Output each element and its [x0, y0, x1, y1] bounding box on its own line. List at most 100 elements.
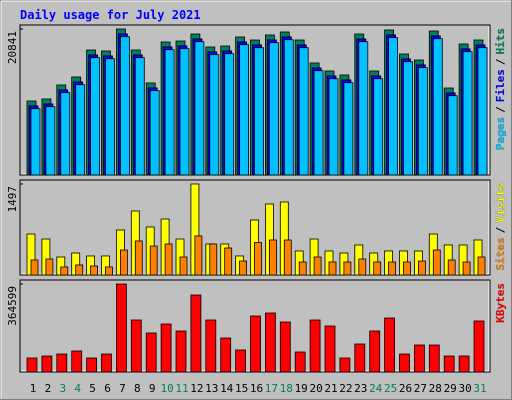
bar — [313, 256, 322, 276]
x-tick-label: 14 — [220, 382, 234, 395]
bar — [120, 249, 128, 276]
bar — [41, 355, 53, 373]
bar — [447, 95, 458, 176]
x-tick-label: 5 — [89, 382, 96, 395]
bar — [160, 323, 172, 373]
bar — [309, 319, 321, 373]
x-tick-label: 4 — [74, 382, 81, 395]
bar — [254, 242, 262, 276]
x-tick-label: 17 — [265, 382, 278, 395]
bar — [373, 261, 382, 276]
bar — [209, 243, 218, 276]
bar — [239, 44, 250, 176]
bar — [224, 53, 235, 176]
bar — [149, 90, 160, 176]
bar — [220, 337, 232, 373]
bar — [45, 258, 54, 276]
legend-entry: Visits — [494, 183, 507, 223]
legend: KBytes — [494, 283, 507, 323]
bar — [149, 245, 158, 276]
bar — [30, 259, 39, 276]
x-tick-label: 3 — [59, 382, 66, 395]
bar — [86, 357, 97, 373]
bar — [358, 41, 369, 176]
x-tick-label: 23 — [354, 382, 367, 395]
legend: Sites / Visits — [494, 183, 507, 271]
x-tick-label: 24 — [369, 382, 383, 395]
x-tick-label: 27 — [414, 382, 427, 395]
bar — [268, 42, 279, 176]
bar — [403, 61, 413, 176]
bar — [105, 58, 115, 176]
x-tick-label: 1 — [30, 382, 37, 395]
bar — [190, 294, 202, 373]
bar — [175, 330, 187, 373]
bar — [90, 57, 100, 176]
legend-separator: / — [494, 226, 507, 233]
bar — [313, 70, 324, 176]
bar — [413, 344, 425, 373]
legend: Pages / Files / Hits — [494, 28, 507, 150]
x-tick-label: 11 — [175, 382, 188, 395]
x-tick-label: 31 — [473, 382, 486, 395]
bar — [283, 239, 292, 276]
x-tick-label: 28 — [429, 382, 442, 395]
bar — [477, 47, 488, 176]
bar — [462, 261, 471, 276]
bar — [60, 266, 69, 276]
legend-separator: / — [494, 58, 507, 65]
bar — [279, 321, 291, 373]
bar — [339, 357, 351, 373]
legend-entry: Pages — [494, 117, 507, 150]
bar — [343, 82, 354, 176]
bar — [75, 84, 86, 176]
bar — [403, 261, 411, 276]
bar — [447, 259, 456, 276]
bar — [388, 261, 397, 276]
legend-entry: Sites — [494, 237, 507, 270]
bar — [134, 57, 145, 176]
x-tick-label: 16 — [250, 382, 263, 395]
bar — [164, 49, 175, 176]
legend-entry: Hits — [494, 28, 507, 55]
bar — [462, 51, 473, 176]
bar — [130, 319, 142, 373]
bar — [283, 39, 294, 176]
bar — [354, 343, 366, 373]
x-tick-label: 21 — [324, 382, 337, 395]
bar — [194, 41, 205, 176]
bar — [428, 344, 440, 373]
bar — [179, 48, 190, 176]
x-tick-label: 20 — [309, 382, 322, 395]
bar — [26, 357, 38, 373]
bar — [298, 261, 307, 276]
x-tick-label: 13 — [205, 382, 218, 395]
bar — [250, 315, 261, 373]
x-tick-label: 7 — [119, 382, 126, 395]
bar — [134, 240, 143, 276]
legend-entry: KBytes — [494, 283, 507, 323]
bar — [209, 54, 220, 176]
bar — [443, 355, 455, 373]
x-tick-label: 18 — [280, 382, 293, 395]
x-tick-label: 15 — [235, 382, 248, 395]
x-tick-label: 19 — [295, 382, 308, 395]
bar — [116, 283, 127, 373]
bar — [294, 351, 306, 373]
bar — [120, 36, 130, 176]
bar — [30, 108, 41, 176]
bar — [388, 37, 399, 176]
bar — [268, 239, 277, 276]
bar — [384, 317, 396, 373]
x-tick-label: 2 — [45, 382, 52, 395]
chart-title: Daily usage for July 2021 — [20, 8, 201, 22]
bar — [179, 256, 188, 276]
bar — [298, 47, 309, 176]
bar — [56, 353, 68, 373]
bar — [358, 258, 367, 276]
bar — [473, 320, 485, 373]
y-tick-label: 20841 — [6, 31, 19, 64]
bar — [71, 350, 83, 373]
x-tick-label: 26 — [399, 382, 412, 395]
